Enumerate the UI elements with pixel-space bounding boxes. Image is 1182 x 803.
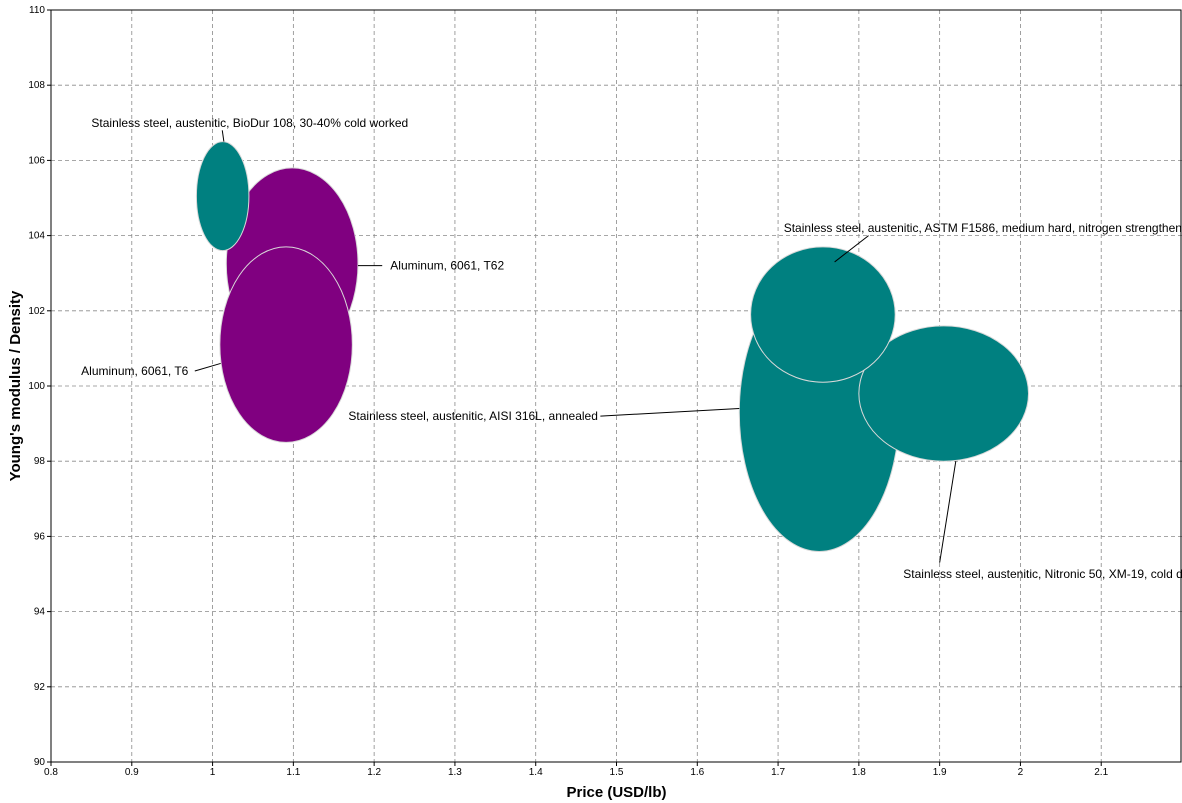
material-label[interactable]: Stainless steel, austenitic, BioDur 108,… [91,116,408,130]
x-tick-label: 1.1 [286,767,300,778]
x-tick-label: 1.3 [448,767,462,778]
x-tick-label: 1.8 [852,767,866,778]
material-label[interactable]: Aluminum, 6061, T6 [81,364,188,378]
x-tick-label: 1.7 [771,767,785,778]
x-axis-ticks: 0.8 0.9 1 1.1 1.2 1.3 1.4 1.5 1.6 1.7 1.8 1.9 2 2.1 [44,762,1109,778]
x-tick-label: 1.5 [610,767,624,778]
leader-line [194,362,221,372]
material-label[interactable]: Stainless steel, austenitic, Nitronic 50… [903,567,1182,581]
grid-lines [51,10,1182,762]
x-tick-label: 2.1 [1094,767,1108,778]
x-tick-label: 2 [1018,767,1024,778]
material-label[interactable]: Stainless steel, austenitic, ASTM F1586,… [784,221,1182,235]
material-bubbles [195,141,1030,552]
y-tick-label: 110 [29,5,45,16]
x-tick-label: 0.8 [44,767,58,778]
x-tick-label: 1.9 [933,767,947,778]
y-tick-label: 98 [34,456,46,467]
y-tick-label: 106 [28,155,45,166]
x-tick-label: 0.9 [125,767,139,778]
y-tick-label: 90 [34,757,46,768]
material-bubble[interactable] [195,141,250,252]
leader-line [221,130,225,142]
y-tick-label: 96 [34,531,46,542]
label-leader-lines [194,130,957,563]
y-axis-title: Young's modulus / Density [7,290,24,481]
leader-line [600,408,740,417]
y-tick-label: 108 [28,80,45,91]
material-bubble[interactable] [219,246,353,443]
leader-line [834,235,869,263]
x-tick-label: 1.2 [367,767,381,778]
material-bubble[interactable] [750,246,896,383]
y-axis-ticks: 90 92 94 96 98 100 102 104 106 108 110 [28,5,51,768]
x-tick-label: 1.4 [529,767,543,778]
y-tick-label: 104 [28,231,45,242]
y-tick-label: 92 [34,682,46,693]
leader-line [939,461,957,563]
y-tick-label: 100 [28,381,45,392]
y-tick-label: 102 [28,306,45,317]
x-tick-label: 1.6 [690,767,704,778]
x-tick-label: 1 [210,767,216,778]
x-axis-title: Price (USD/lb) [566,784,666,801]
material-labels: Aluminum, 6061, T62 Aluminum, 6061, T6 Sta… [81,116,1182,581]
material-bubble[interactable] [858,325,1030,462]
y-tick-label: 94 [34,607,46,618]
material-label[interactable]: Stainless steel, austenitic, AISI 316L, … [348,409,598,423]
material-label[interactable]: Aluminum, 6061, T62 [390,259,504,273]
